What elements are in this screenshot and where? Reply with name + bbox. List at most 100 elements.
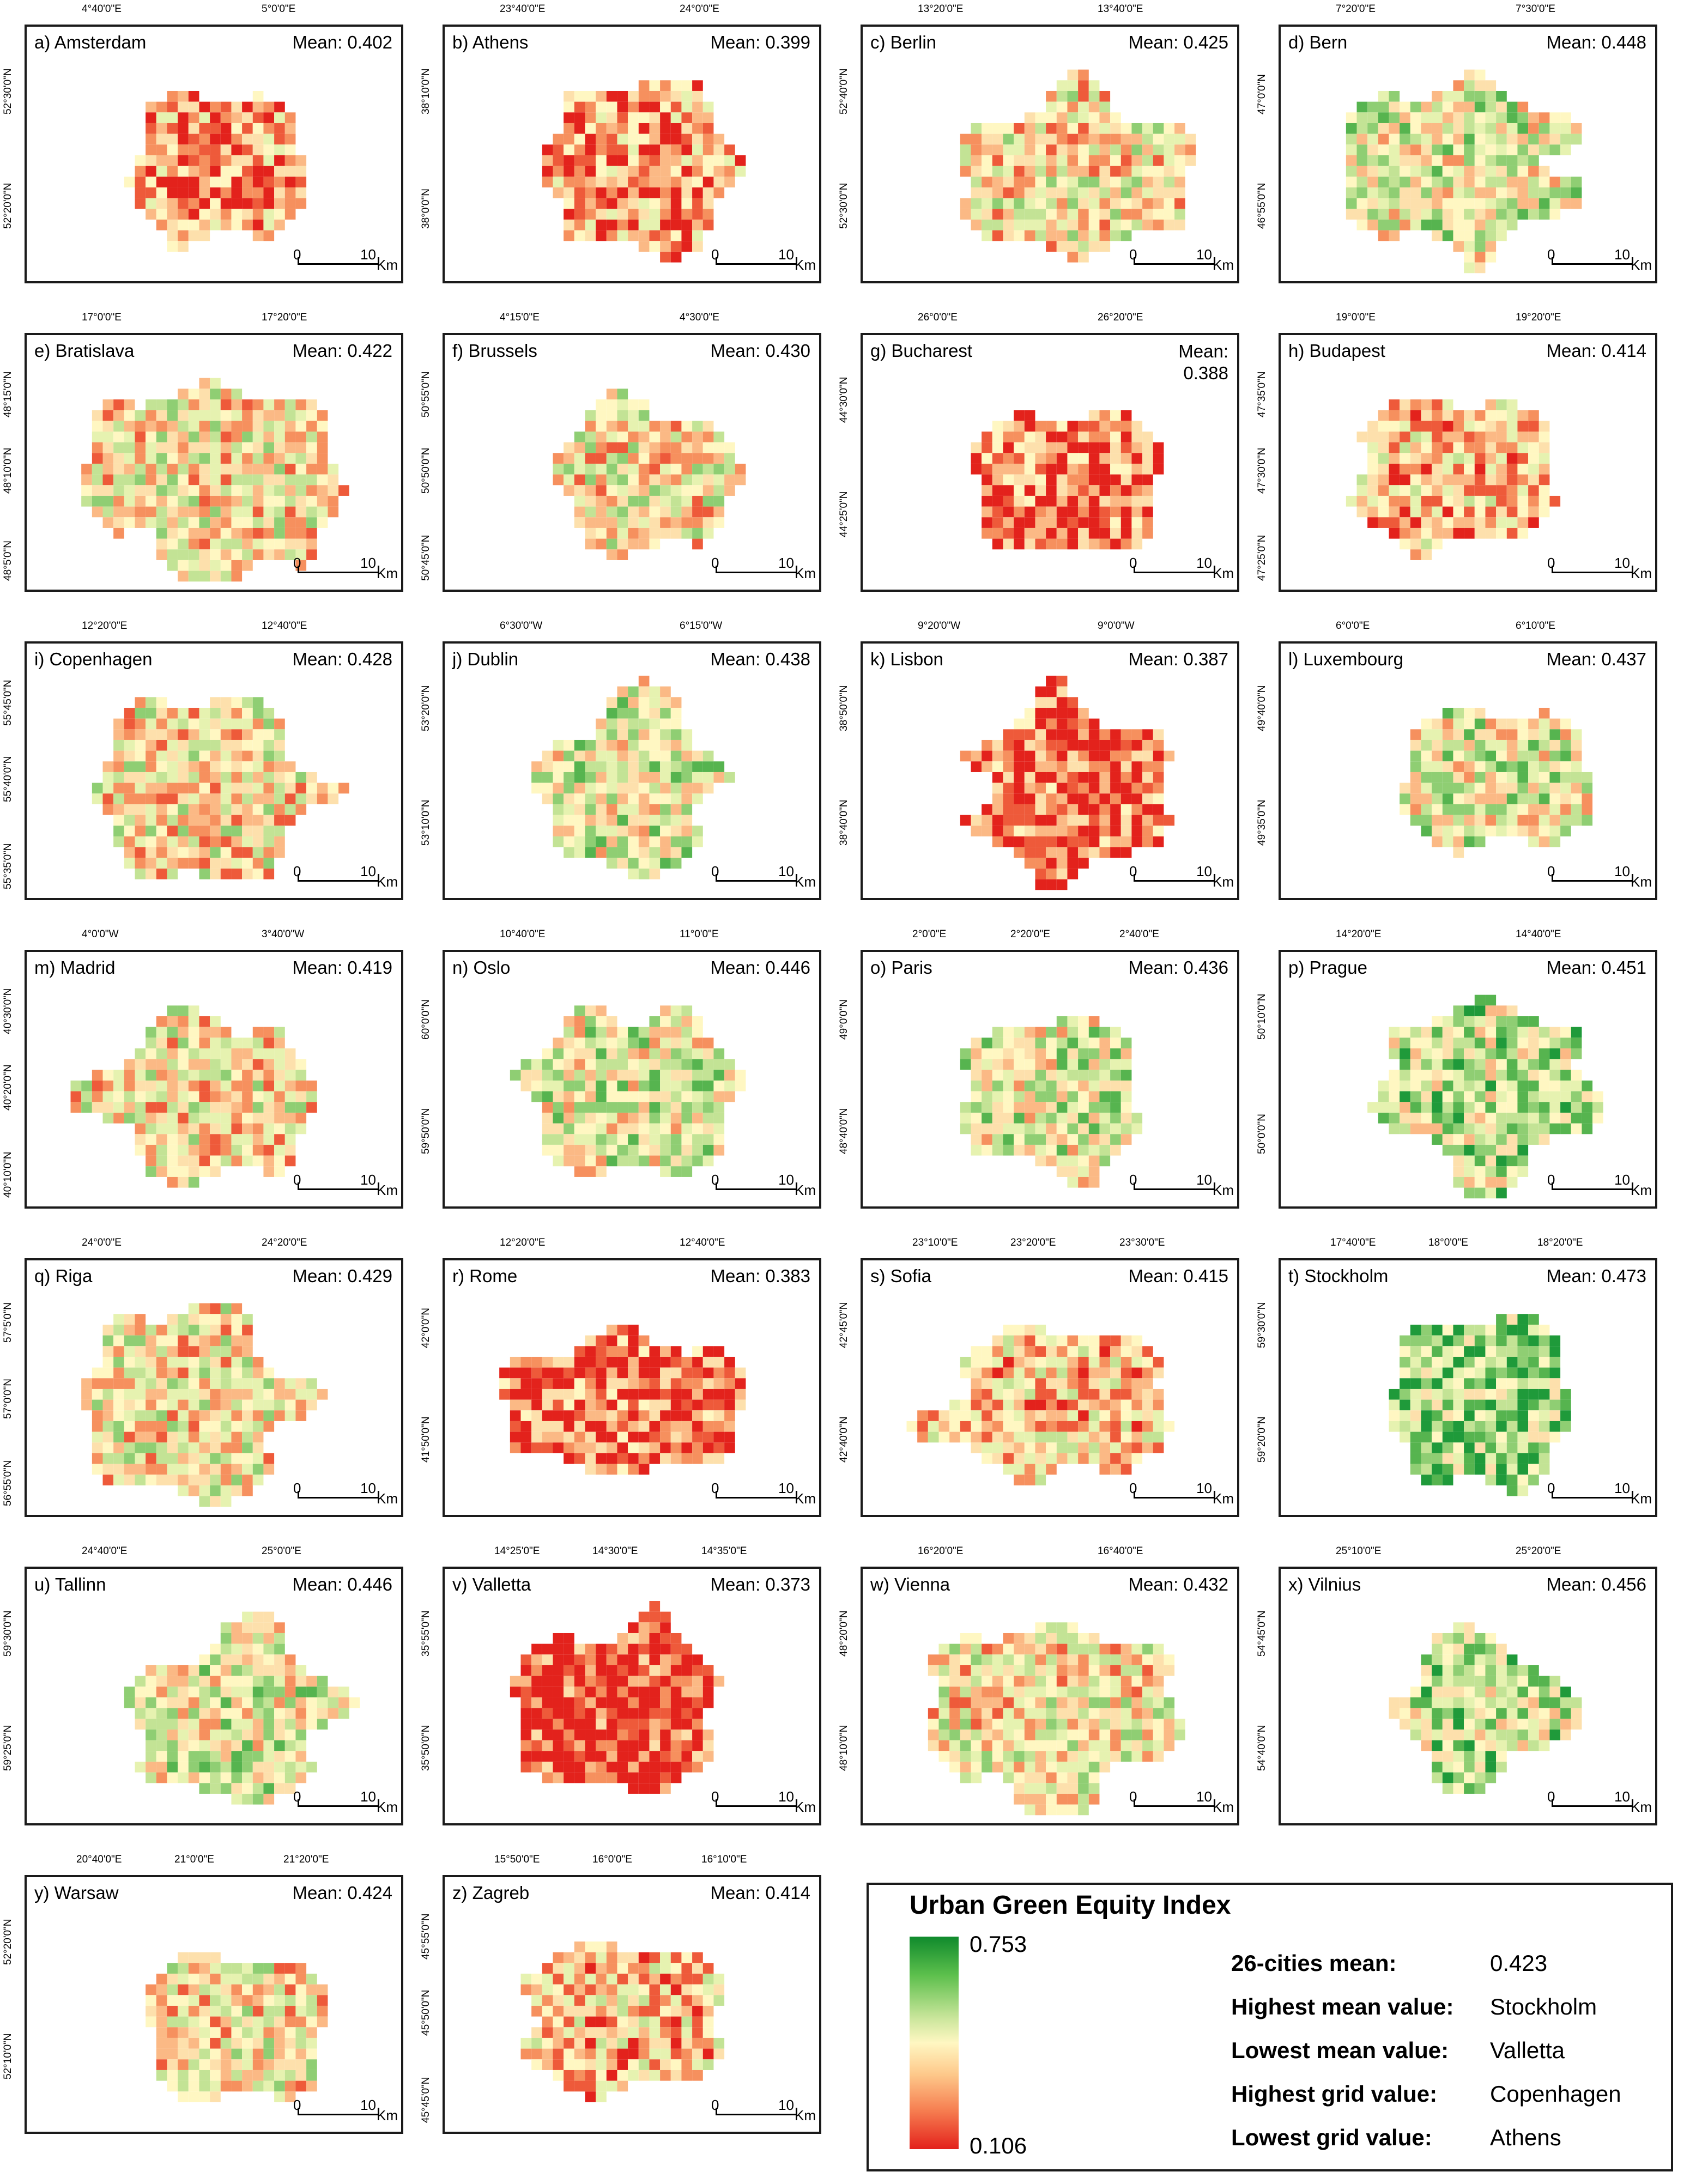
grid-cell	[574, 453, 585, 464]
grid-cell	[1088, 847, 1100, 858]
grid-cell	[1367, 187, 1378, 198]
grid-cell	[1110, 1399, 1121, 1411]
grid-cell	[1142, 134, 1153, 145]
grid-cell	[1035, 1144, 1046, 1156]
grid-cell	[992, 538, 1003, 550]
grid-cell	[1078, 750, 1089, 762]
grid-cell	[178, 847, 189, 858]
map-frame: t) Stockholm Mean: 0.473 0 10 Km	[1279, 1258, 1657, 1517]
grid-cell	[692, 1155, 703, 1167]
grid-cell	[242, 399, 253, 410]
scale-bar-tick	[378, 874, 379, 882]
scale-bar-tick	[716, 1491, 717, 1499]
grid-cell	[1517, 166, 1529, 177]
grid-cell	[1142, 793, 1153, 804]
grid-cell	[1410, 1102, 1421, 1113]
grid-cell	[1453, 144, 1464, 155]
grid-cell	[702, 187, 714, 198]
grid-cell	[596, 804, 607, 815]
grid-cell	[606, 410, 617, 421]
grid-cell	[284, 431, 296, 442]
grid-cell	[564, 1059, 574, 1070]
grid-cell	[542, 1442, 553, 1453]
grid-cell	[178, 230, 189, 241]
grid-cell	[971, 155, 982, 166]
grid-cell	[92, 1410, 103, 1421]
grid-cell	[1035, 772, 1046, 783]
grid-cell	[1367, 166, 1378, 177]
grid-cell	[713, 442, 725, 453]
grid-cell	[1067, 815, 1079, 826]
grid-cell	[1496, 1367, 1507, 1379]
grid-cell	[681, 166, 693, 177]
grid-cell	[1474, 782, 1486, 794]
grid-cell	[617, 718, 628, 730]
grid-cell	[1485, 1016, 1497, 1027]
grid-cell	[982, 750, 992, 762]
grid-cell	[284, 782, 296, 794]
grid-cell	[971, 1346, 982, 1357]
grid-cell	[178, 571, 189, 582]
grid-cell	[596, 1102, 607, 1113]
grid-cell	[1571, 729, 1582, 740]
grid-cell	[1185, 155, 1196, 166]
scale-bar: 0 10 Km	[1128, 1480, 1234, 1507]
grid-cell	[242, 815, 253, 826]
grid-cell	[1474, 1176, 1486, 1188]
grid-cell	[649, 1155, 661, 1167]
grid-cell	[1014, 1027, 1025, 1038]
grid-cell	[242, 442, 253, 453]
grid-cell	[1088, 101, 1100, 113]
longitude-tick-label: 6°10'0"E	[1516, 620, 1555, 632]
grid-cell	[1464, 718, 1475, 730]
grid-cell	[681, 847, 693, 858]
grid-cell	[242, 112, 253, 123]
grid-cell	[982, 1102, 992, 1113]
grid-cell	[1035, 858, 1046, 869]
grid-cell	[167, 463, 178, 475]
grid-cell	[1453, 474, 1464, 486]
grid-cell	[670, 517, 682, 528]
grid-cell	[295, 1410, 307, 1421]
grid-cell	[1485, 750, 1497, 762]
grid-cell	[124, 718, 135, 730]
grid-cell	[295, 474, 307, 486]
grid-raster	[971, 410, 1164, 550]
grid-cell	[167, 750, 178, 762]
grid-cell	[628, 1335, 639, 1346]
grid-cell	[1078, 804, 1089, 815]
grid-cell	[574, 474, 585, 486]
grid-cell	[167, 177, 178, 187]
grid-cell	[156, 506, 167, 518]
grid-cell	[295, 1102, 307, 1113]
grid-cell	[574, 739, 585, 751]
grid-cell	[1538, 421, 1550, 432]
grid-cell	[670, 90, 682, 102]
latitude-tick-label: 38°50'0"N	[838, 685, 850, 731]
grid-cell	[606, 1346, 617, 1357]
grid-cell	[1389, 527, 1400, 539]
grid-cell	[960, 1059, 971, 1070]
grid-cell	[1142, 495, 1153, 507]
grid-cell	[596, 1335, 607, 1346]
grid-cell	[1582, 1123, 1593, 1135]
grid-cell	[231, 1091, 243, 1102]
grid-cell	[1067, 1453, 1079, 1464]
grid-cell	[220, 538, 232, 550]
grid-cell	[1549, 1367, 1561, 1379]
grid-cell	[1035, 527, 1046, 539]
grid-cell	[1120, 1388, 1132, 1400]
grid-cell	[1120, 485, 1132, 496]
grid-cell	[220, 219, 232, 230]
grid-cell	[1464, 506, 1475, 518]
grid-cell	[1056, 793, 1068, 804]
grid-cell	[199, 782, 210, 794]
map-frame: j) Dublin Mean: 0.438 0 10 Km	[443, 641, 821, 900]
grid-cell	[242, 1048, 253, 1059]
scale-unit-label: Km	[1213, 873, 1234, 890]
grid-cell	[1432, 219, 1443, 230]
grid-cell	[1485, 1027, 1497, 1038]
grid-cell	[1088, 506, 1100, 518]
grid-cell	[681, 421, 693, 432]
scale-bar-tick	[1214, 1491, 1215, 1499]
